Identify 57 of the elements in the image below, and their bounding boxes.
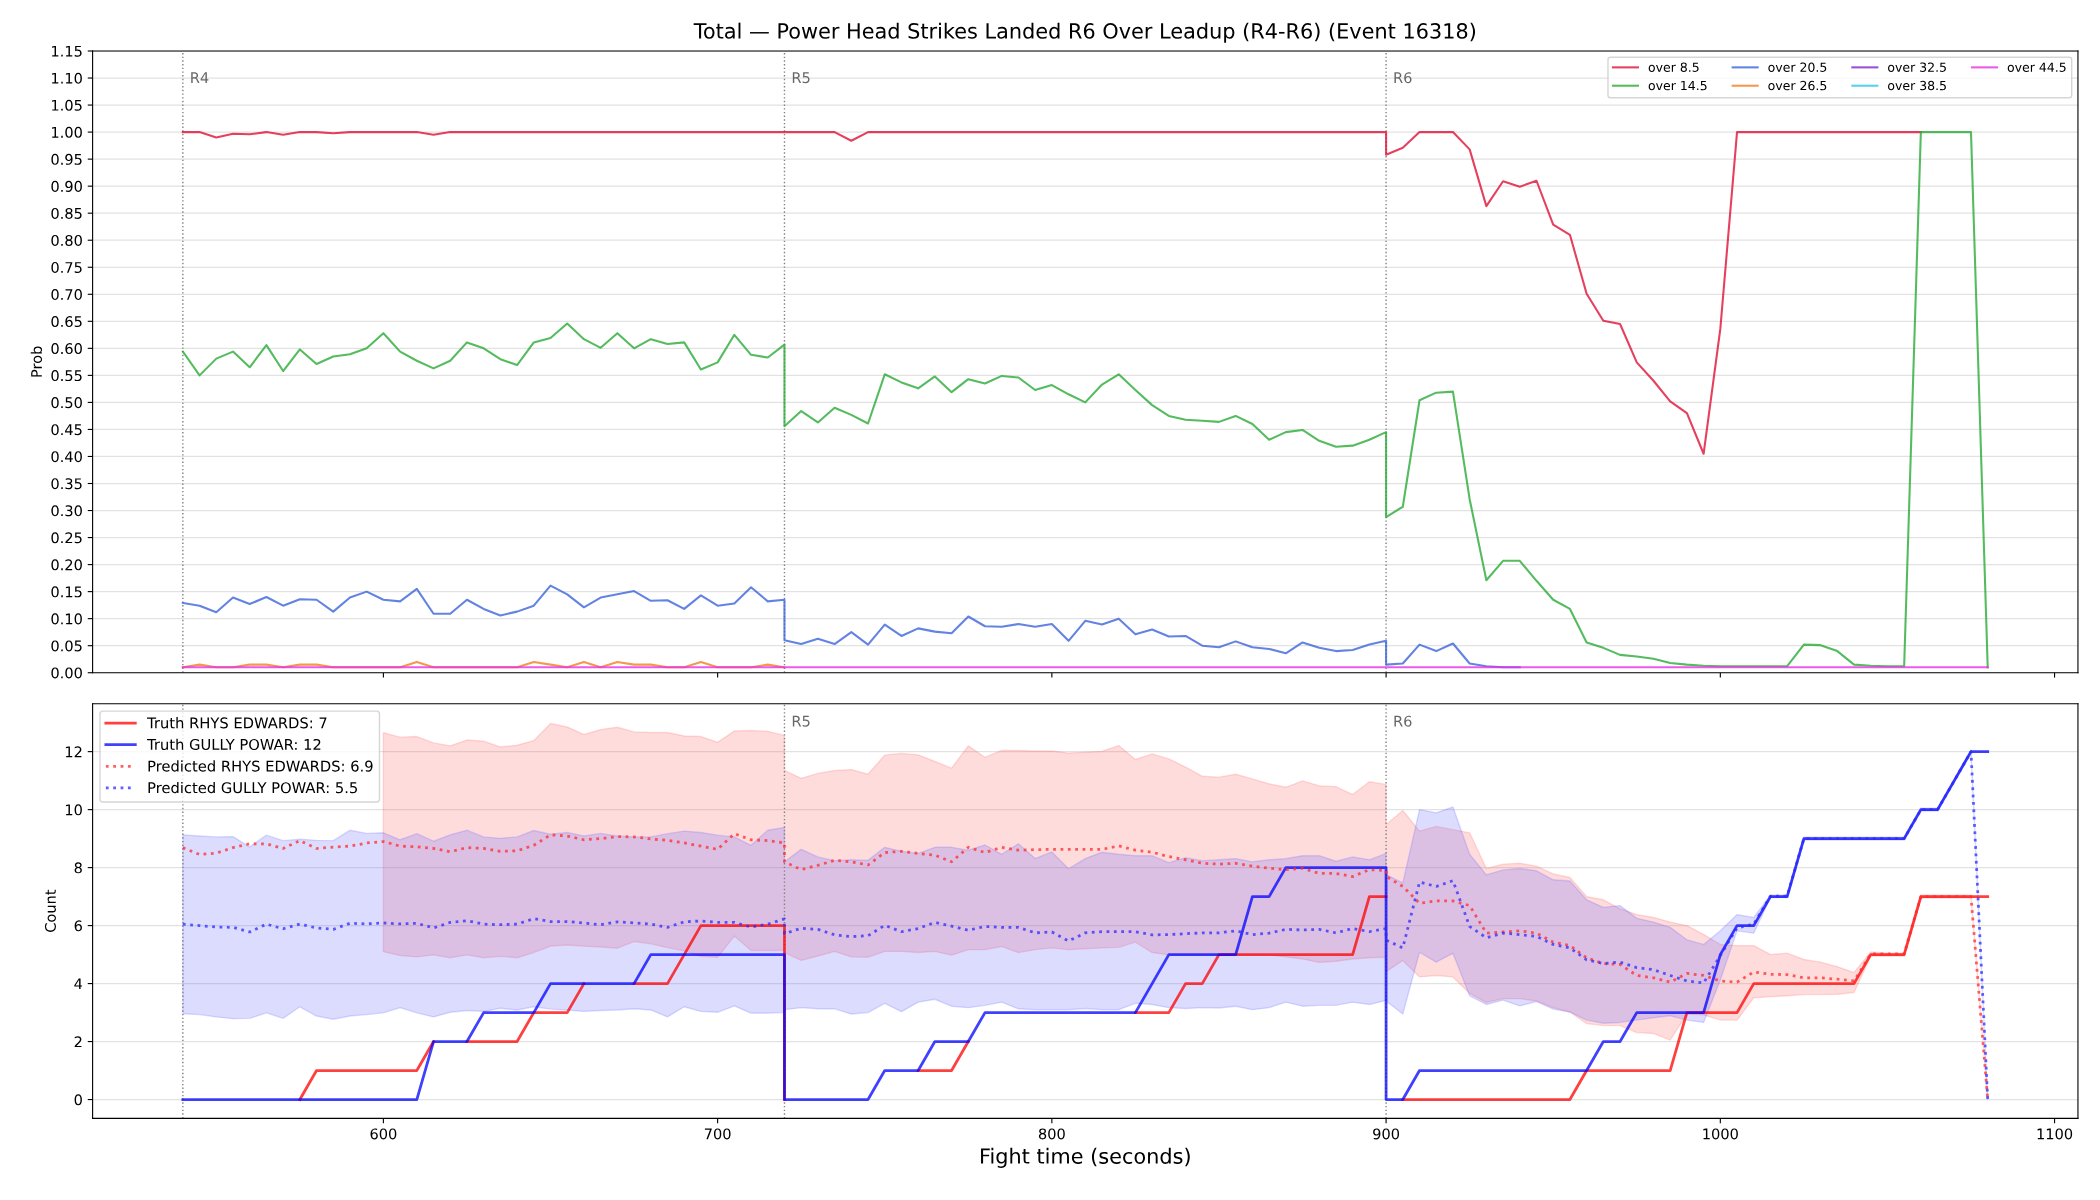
y-tick-label: 12 <box>65 746 82 758</box>
legend-label: over 32.5 <box>1888 62 1946 72</box>
y-tick-label: 0.80 <box>51 234 82 246</box>
x-tick-label: 600 <box>370 1128 397 1140</box>
y-tick-label: 0.55 <box>51 370 82 382</box>
x-tick-label: 1100 <box>2037 1128 2073 1140</box>
y-tick-label: 0.05 <box>51 640 82 652</box>
ref-line-label: R4 <box>191 72 209 83</box>
y-tick-label: 0.20 <box>51 559 82 571</box>
y-tick-label: 0.45 <box>51 424 82 436</box>
y-tick-label: 0.10 <box>51 613 82 625</box>
y-tick-label: 0.65 <box>51 316 82 328</box>
legend-label: over 8.5 <box>1648 62 1699 72</box>
y-tick-label: 1.15 <box>52 45 82 57</box>
y-tick-label: 1.00 <box>52 126 82 138</box>
y-axis-title: Count <box>44 889 56 932</box>
ref-line-label: R6 <box>1394 715 1412 727</box>
y-tick-label: 0.75 <box>51 261 82 273</box>
x-axis-title: Fight time (seconds) <box>981 1147 1190 1168</box>
y-tick-label: 1.05 <box>52 99 82 111</box>
legend-label: Truth GULLY POWAR: 12 <box>147 738 321 751</box>
legend-label: over 14.5 <box>1648 80 1707 91</box>
ref-line-label: R6 <box>1394 72 1412 84</box>
y-axis-title: Prob <box>30 346 43 377</box>
y-tick-label: 0 <box>74 1094 82 1106</box>
legend-label: over 44.5 <box>2007 62 2066 72</box>
y-tick-label: 0.90 <box>51 180 82 192</box>
y-tick-label: 0.30 <box>51 505 82 517</box>
y-tick-label: 0.50 <box>51 397 82 409</box>
ref-line-label: R5 <box>792 715 810 727</box>
legend-label: Predicted GULLY POWAR: 5.5 <box>148 781 357 794</box>
y-tick-label: 8 <box>74 862 82 874</box>
y-tick-label: 6 <box>74 920 82 932</box>
y-tick-label: 10 <box>65 804 82 816</box>
y-tick-label: 0.15 <box>51 586 82 598</box>
legend-label: Truth RHYS EDWARDS: 7 <box>147 717 327 729</box>
y-tick-label: 0.40 <box>51 451 82 463</box>
y-tick-label: 0.85 <box>51 207 82 219</box>
chart-title: Total — Power Head Strikes Landed R6 Over Leadup (R4-R6) (Event 16318) <box>693 22 1476 43</box>
y-tick-label: 0.60 <box>51 343 82 355</box>
y-tick-label: 4 <box>74 978 83 990</box>
y-tick-label: 0.00 <box>51 667 82 679</box>
legend-label: over 20.5 <box>1768 62 1827 72</box>
y-tick-label: 2 <box>74 1036 82 1048</box>
legend-label: over 26.5 <box>1768 80 1827 91</box>
y-tick-label: 0.35 <box>51 478 82 490</box>
x-tick-label: 1000 <box>1703 1128 1738 1140</box>
y-tick-label: 0.95 <box>51 153 82 165</box>
y-tick-label: 0.25 <box>51 532 82 544</box>
ref-line-label: R5 <box>792 72 810 84</box>
y-tick-label: 0.70 <box>51 289 82 301</box>
legend-label: Predicted RHYS EDWARDS: 6.9 <box>148 760 373 772</box>
x-tick-label: 700 <box>704 1128 731 1140</box>
x-tick-label: 900 <box>1373 1128 1400 1140</box>
y-tick-label: 1.10 <box>52 72 82 84</box>
x-tick-label: 800 <box>1038 1128 1065 1140</box>
legend-label: over 38.5 <box>1888 80 1946 91</box>
